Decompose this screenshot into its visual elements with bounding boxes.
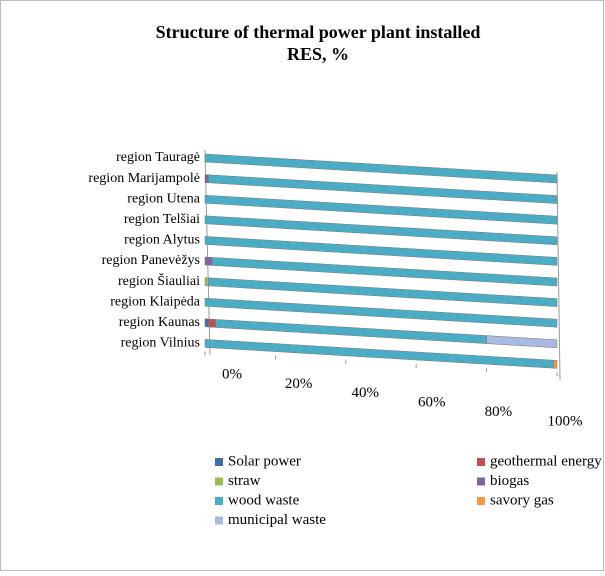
legend-label: geothermal energy (490, 453, 602, 469)
x-tick-label: 80% (485, 404, 513, 420)
legend-label: straw (228, 473, 261, 489)
bar-segment (204, 153, 558, 184)
x-tick-label: 60% (418, 395, 446, 411)
legend-swatch (477, 458, 485, 466)
y-tick-label: region Šiauliai (118, 272, 200, 289)
bar-segment (204, 174, 209, 184)
y-tick-label: region Alytus (124, 233, 200, 248)
legend-label: savory gas (490, 492, 554, 508)
bar-segment (211, 257, 558, 287)
legend-swatch (215, 477, 223, 486)
bar-segment (204, 256, 213, 266)
x-tick-label: 100% (548, 413, 583, 429)
legend-label: wood waste (228, 492, 300, 508)
legend-swatch (477, 477, 485, 486)
legend-label: Solar power (228, 453, 301, 469)
y-tick-label: region Marijampolė (88, 171, 200, 186)
bar-segment (204, 318, 209, 328)
bar-segment (204, 194, 558, 225)
bar-segment (208, 318, 216, 328)
y-tick-label: region Vilnius (121, 336, 200, 351)
bar-segment (208, 174, 558, 204)
bar-segment (204, 277, 209, 287)
bar-segment (208, 277, 558, 307)
y-tick-label: region Kaunas (119, 315, 200, 330)
legend-swatch (215, 458, 223, 466)
chart-title: Structure of thermal power plant install… (156, 22, 481, 42)
legend-swatch (215, 497, 223, 505)
legend-swatch (215, 516, 223, 525)
y-tick-label: region Utena (127, 191, 200, 206)
bar-segment (204, 215, 558, 246)
legend-swatch (477, 497, 485, 505)
legend-label: biogas (490, 473, 529, 489)
chart-title: RES, % (287, 44, 349, 64)
bar-segment (204, 236, 558, 266)
x-tick-label: 40% (351, 385, 379, 401)
x-tick-label: 20% (285, 376, 313, 392)
y-tick-label: region Telšiai (124, 212, 200, 227)
y-tick-label: region Panevėžys (102, 253, 200, 268)
y-tick-label: region Tauragė (116, 150, 200, 165)
axis-wall (556, 171, 561, 381)
x-tick-label: 0% (222, 366, 242, 382)
legend-label: municipal waste (228, 512, 326, 528)
bar-segment (204, 297, 558, 328)
bar-segment (553, 359, 558, 369)
y-tick-label: region Klaipėda (110, 294, 201, 309)
bar-segment (486, 335, 558, 349)
